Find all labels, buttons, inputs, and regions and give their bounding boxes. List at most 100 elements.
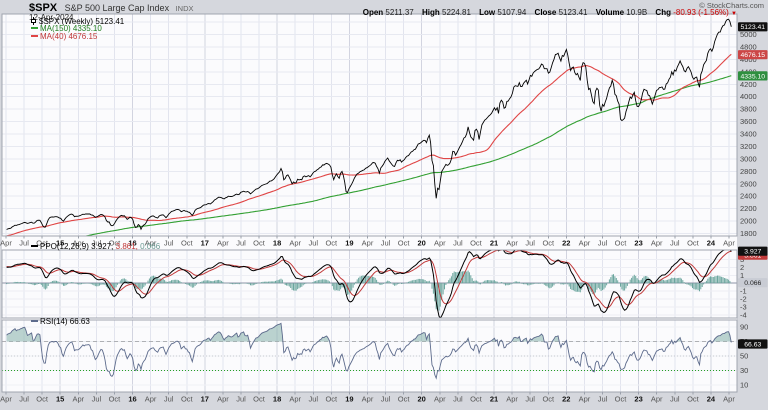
svg-text:15: 15 — [56, 395, 64, 404]
svg-text:Apr: Apr — [289, 395, 301, 404]
rsi-legend-name: RSI(14) — [40, 317, 68, 326]
svg-text:Oct: Oct — [253, 239, 266, 248]
svg-text:2600: 2600 — [740, 179, 757, 188]
svg-text:4800: 4800 — [740, 43, 757, 52]
svg-text:Oct: Oct — [398, 239, 411, 248]
svg-text:2800: 2800 — [740, 167, 757, 176]
svg-text:Jul: Jul — [381, 239, 391, 248]
svg-text:Apr: Apr — [723, 395, 735, 404]
close-label: Close — [534, 8, 557, 17]
svg-text:20: 20 — [418, 395, 426, 404]
svg-text:2200: 2200 — [740, 204, 757, 213]
svg-text:Jul: Jul — [598, 395, 608, 404]
svg-text:Jul: Jul — [164, 395, 174, 404]
rsi-value: 66.63 — [69, 317, 90, 326]
svg-text:Jul: Jul — [236, 395, 246, 404]
ppo-line-icon — [31, 245, 38, 247]
svg-text:-2: -2 — [740, 295, 747, 304]
svg-text:Jul: Jul — [525, 239, 535, 248]
svg-text:Oct: Oct — [470, 395, 483, 404]
open-label: Open — [362, 8, 384, 17]
ma40-legend: MA(40) 4676.15 — [31, 33, 97, 41]
svg-text:Oct: Oct — [542, 395, 555, 404]
svg-text:Oct: Oct — [325, 395, 338, 404]
svg-text:Apr: Apr — [0, 395, 12, 404]
svg-text:5000: 5000 — [740, 30, 757, 39]
svg-text:4600: 4600 — [740, 55, 757, 64]
svg-text:Apr: Apr — [145, 239, 157, 248]
high-label: High — [421, 8, 440, 17]
svg-text:5123.41: 5123.41 — [741, 24, 766, 31]
close-value: 5123.41 — [558, 8, 588, 17]
svg-text:-4: -4 — [740, 310, 747, 319]
svg-text:Oct: Oct — [109, 239, 122, 248]
svg-text:Oct: Oct — [398, 395, 411, 404]
svg-text:Jul: Jul — [525, 395, 535, 404]
svg-text:2400: 2400 — [740, 192, 757, 201]
svg-text:Apr: Apr — [579, 239, 591, 248]
ohlc-row: Open 5211.37 High 5224.81 Low 5107.94 Cl… — [357, 8, 737, 17]
svg-text:1800: 1800 — [740, 229, 757, 238]
ma150-legend: MA(150) 4335.10 — [31, 25, 102, 33]
svg-text:16: 16 — [128, 239, 136, 248]
svg-text:3400: 3400 — [740, 130, 757, 139]
svg-text:4676.15: 4676.15 — [741, 52, 766, 59]
price-legend-value: 5123.41 — [95, 17, 125, 26]
svg-text:3.861: 3.861 — [744, 253, 761, 260]
svg-text:Jul: Jul — [309, 239, 319, 248]
svg-text:17: 17 — [201, 239, 209, 248]
svg-text:Jul: Jul — [381, 395, 391, 404]
svg-text:22: 22 — [562, 239, 570, 248]
svg-text:Oct: Oct — [615, 395, 628, 404]
svg-text:Apr: Apr — [723, 239, 735, 248]
ppo-value: 3.927, — [91, 242, 114, 251]
svg-text:Apr: Apr — [651, 239, 663, 248]
ma150-legend-text: MA(150) 4335.10 — [40, 24, 102, 33]
chg-value: -80.93 (-1.56%) — [673, 8, 729, 17]
svg-text:4335.10: 4335.10 — [741, 73, 766, 80]
svg-text:3000: 3000 — [740, 154, 757, 163]
svg-text:50: 50 — [740, 352, 748, 361]
ma40-legend-text: MA(40) 4676.15 — [40, 32, 98, 41]
ppo-hist-value: 0.066 — [140, 242, 161, 251]
svg-text:Apr: Apr — [651, 395, 663, 404]
svg-text:3800: 3800 — [740, 105, 757, 114]
svg-text:Apr: Apr — [289, 239, 301, 248]
svg-text:Oct: Oct — [36, 395, 49, 404]
svg-text:16: 16 — [128, 395, 136, 404]
svg-text:3200: 3200 — [740, 142, 757, 151]
svg-text:Apr: Apr — [506, 239, 518, 248]
svg-text:Oct: Oct — [687, 239, 700, 248]
svg-text:Oct: Oct — [542, 239, 555, 248]
svg-text:Oct: Oct — [615, 239, 628, 248]
svg-text:15: 15 — [56, 239, 64, 248]
svg-text:23: 23 — [634, 395, 642, 404]
svg-text:-1: -1 — [740, 287, 747, 296]
svg-text:Apr: Apr — [72, 395, 84, 404]
volume-value: 10.9B — [626, 8, 648, 17]
svg-text:18: 18 — [273, 239, 281, 248]
svg-text:Jul: Jul — [453, 395, 463, 404]
low-label: Low — [479, 8, 496, 17]
svg-text:2: 2 — [740, 263, 744, 272]
svg-text:Jul: Jul — [164, 239, 174, 248]
svg-text:90: 90 — [740, 323, 748, 332]
svg-text:Jul: Jul — [19, 239, 29, 248]
exchange-label: INDX — [175, 4, 194, 13]
svg-text:Oct: Oct — [687, 395, 700, 404]
symbol: $SPX — [29, 2, 58, 14]
svg-text:4000: 4000 — [740, 92, 757, 101]
svg-text:24: 24 — [707, 395, 716, 404]
svg-text:20: 20 — [418, 239, 426, 248]
svg-text:18: 18 — [273, 395, 281, 404]
svg-text:30: 30 — [740, 366, 748, 375]
ma150-line-icon — [31, 27, 38, 29]
svg-text:Apr: Apr — [217, 395, 229, 404]
svg-text:23: 23 — [634, 239, 642, 248]
open-value: 5211.37 — [385, 8, 414, 17]
ppo-legend-name: PPO(12,26,9) — [40, 242, 89, 251]
volume-label: Volume — [595, 8, 625, 17]
svg-text:Apr: Apr — [579, 395, 591, 404]
